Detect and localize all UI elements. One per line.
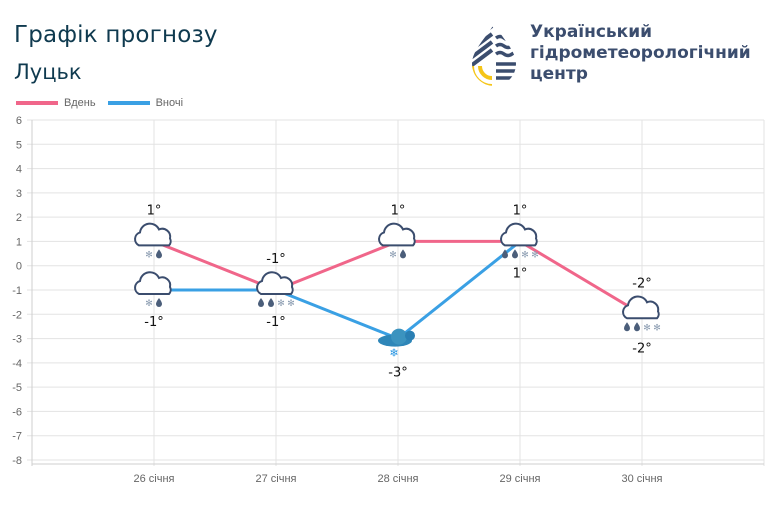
weather-icon-day-3: ✻ [378, 222, 416, 259]
y-tick-label: 5 [16, 139, 22, 151]
chart-legend: Вдень Вночі [16, 97, 195, 109]
weather-icon-night-3: ❄ [378, 328, 415, 360]
weather-icon-day-1: ✻ [134, 222, 172, 259]
day-temp-label: -2° [632, 276, 651, 291]
weather-icon-day-2: ✻ ✻ [256, 271, 295, 308]
day-temp-label: 1° [513, 203, 528, 218]
svg-text:✻: ✻ [389, 249, 397, 259]
page-title: Графік прогнозу [14, 22, 218, 48]
svg-text:✻: ✻ [531, 249, 539, 259]
legend-item-day[interactable]: Вдень [16, 97, 96, 109]
day-temp-label: 1° [147, 203, 162, 218]
x-tick-label: 28 січня [378, 473, 419, 485]
y-tick-label: 2 [16, 212, 22, 224]
city-name: Луцьк [14, 60, 82, 84]
logo-line-3: центр [530, 64, 588, 84]
svg-text:❄: ❄ [389, 348, 398, 360]
series-line-night [154, 240, 521, 341]
y-tick-label: 4 [16, 164, 22, 176]
y-tick-label: 6 [16, 115, 22, 127]
y-tick-label: -6 [12, 406, 22, 418]
svg-text:✻: ✻ [287, 298, 295, 308]
x-tick-label: 29 січня [500, 473, 541, 485]
y-tick-label: 0 [16, 261, 22, 273]
weather-icon-night-1: ✻ [134, 271, 172, 308]
night-temp-label: -3° [388, 366, 407, 381]
point-labels: 1° -1° 1° 1° -2° -1° -1° -3° 1° -2° [144, 203, 651, 380]
svg-text:✻: ✻ [643, 322, 651, 332]
y-tick-label: -1 [12, 285, 22, 297]
ugmc-logo: Український гідрометеорологічний центр [468, 22, 768, 92]
y-tick-label: 1 [16, 236, 22, 248]
weather-icons: ✻✻ ✻✻ ✻ ✻✻ ✻✻❄ [134, 222, 661, 360]
night-temp-label: -1° [266, 315, 285, 330]
y-axis: 6 5 4 3 2 1 0 -1 -2 -3 -4 -5 -6 -7 -8 [12, 115, 22, 467]
night-temp-label: -2° [632, 341, 651, 356]
y-tick-label: -8 [12, 455, 22, 467]
y-tick-label: -7 [12, 431, 22, 443]
x-tick-label: 30 січня [622, 473, 663, 485]
logo-text: Український гідрометеорологічний центр [530, 22, 751, 85]
night-temp-label: -1° [144, 315, 163, 330]
night-temp-label: 1° [513, 266, 528, 281]
y-tick-label: 3 [16, 188, 22, 200]
svg-text:✻: ✻ [145, 249, 153, 259]
legend-swatch-day [16, 101, 58, 105]
y-tick-label: -3 [12, 334, 22, 346]
svg-text:✻: ✻ [653, 322, 661, 332]
y-tick-label: -4 [12, 358, 22, 370]
y-tick-label: -5 [12, 382, 22, 394]
svg-text:✻: ✻ [145, 298, 153, 308]
day-temp-label: -1° [266, 252, 285, 267]
weather-icon-day-5: ✻ ✻ [622, 295, 661, 332]
x-tick-label: 26 січня [134, 473, 175, 485]
logo-line-1: Український [530, 22, 653, 42]
day-temp-label: 1° [391, 203, 406, 218]
x-axis: 26 січня 27 січня 28 січня 29 січня 30 січня [134, 473, 663, 485]
legend-item-night[interactable]: Вночі [107, 97, 184, 109]
svg-text:✻: ✻ [521, 249, 529, 259]
logo-line-2: гідрометеорологічний [530, 43, 751, 63]
svg-text:✻: ✻ [277, 298, 285, 308]
x-tick-label: 27 січня [256, 473, 297, 485]
legend-label-night: Вночі [155, 97, 184, 109]
water-drop-logo-icon [472, 24, 516, 86]
legend-swatch-night [107, 101, 150, 105]
y-tick-label: -2 [12, 309, 22, 321]
weather-icon-day-4: ✻ ✻ [500, 222, 539, 259]
legend-label-day: Вдень [64, 97, 96, 109]
